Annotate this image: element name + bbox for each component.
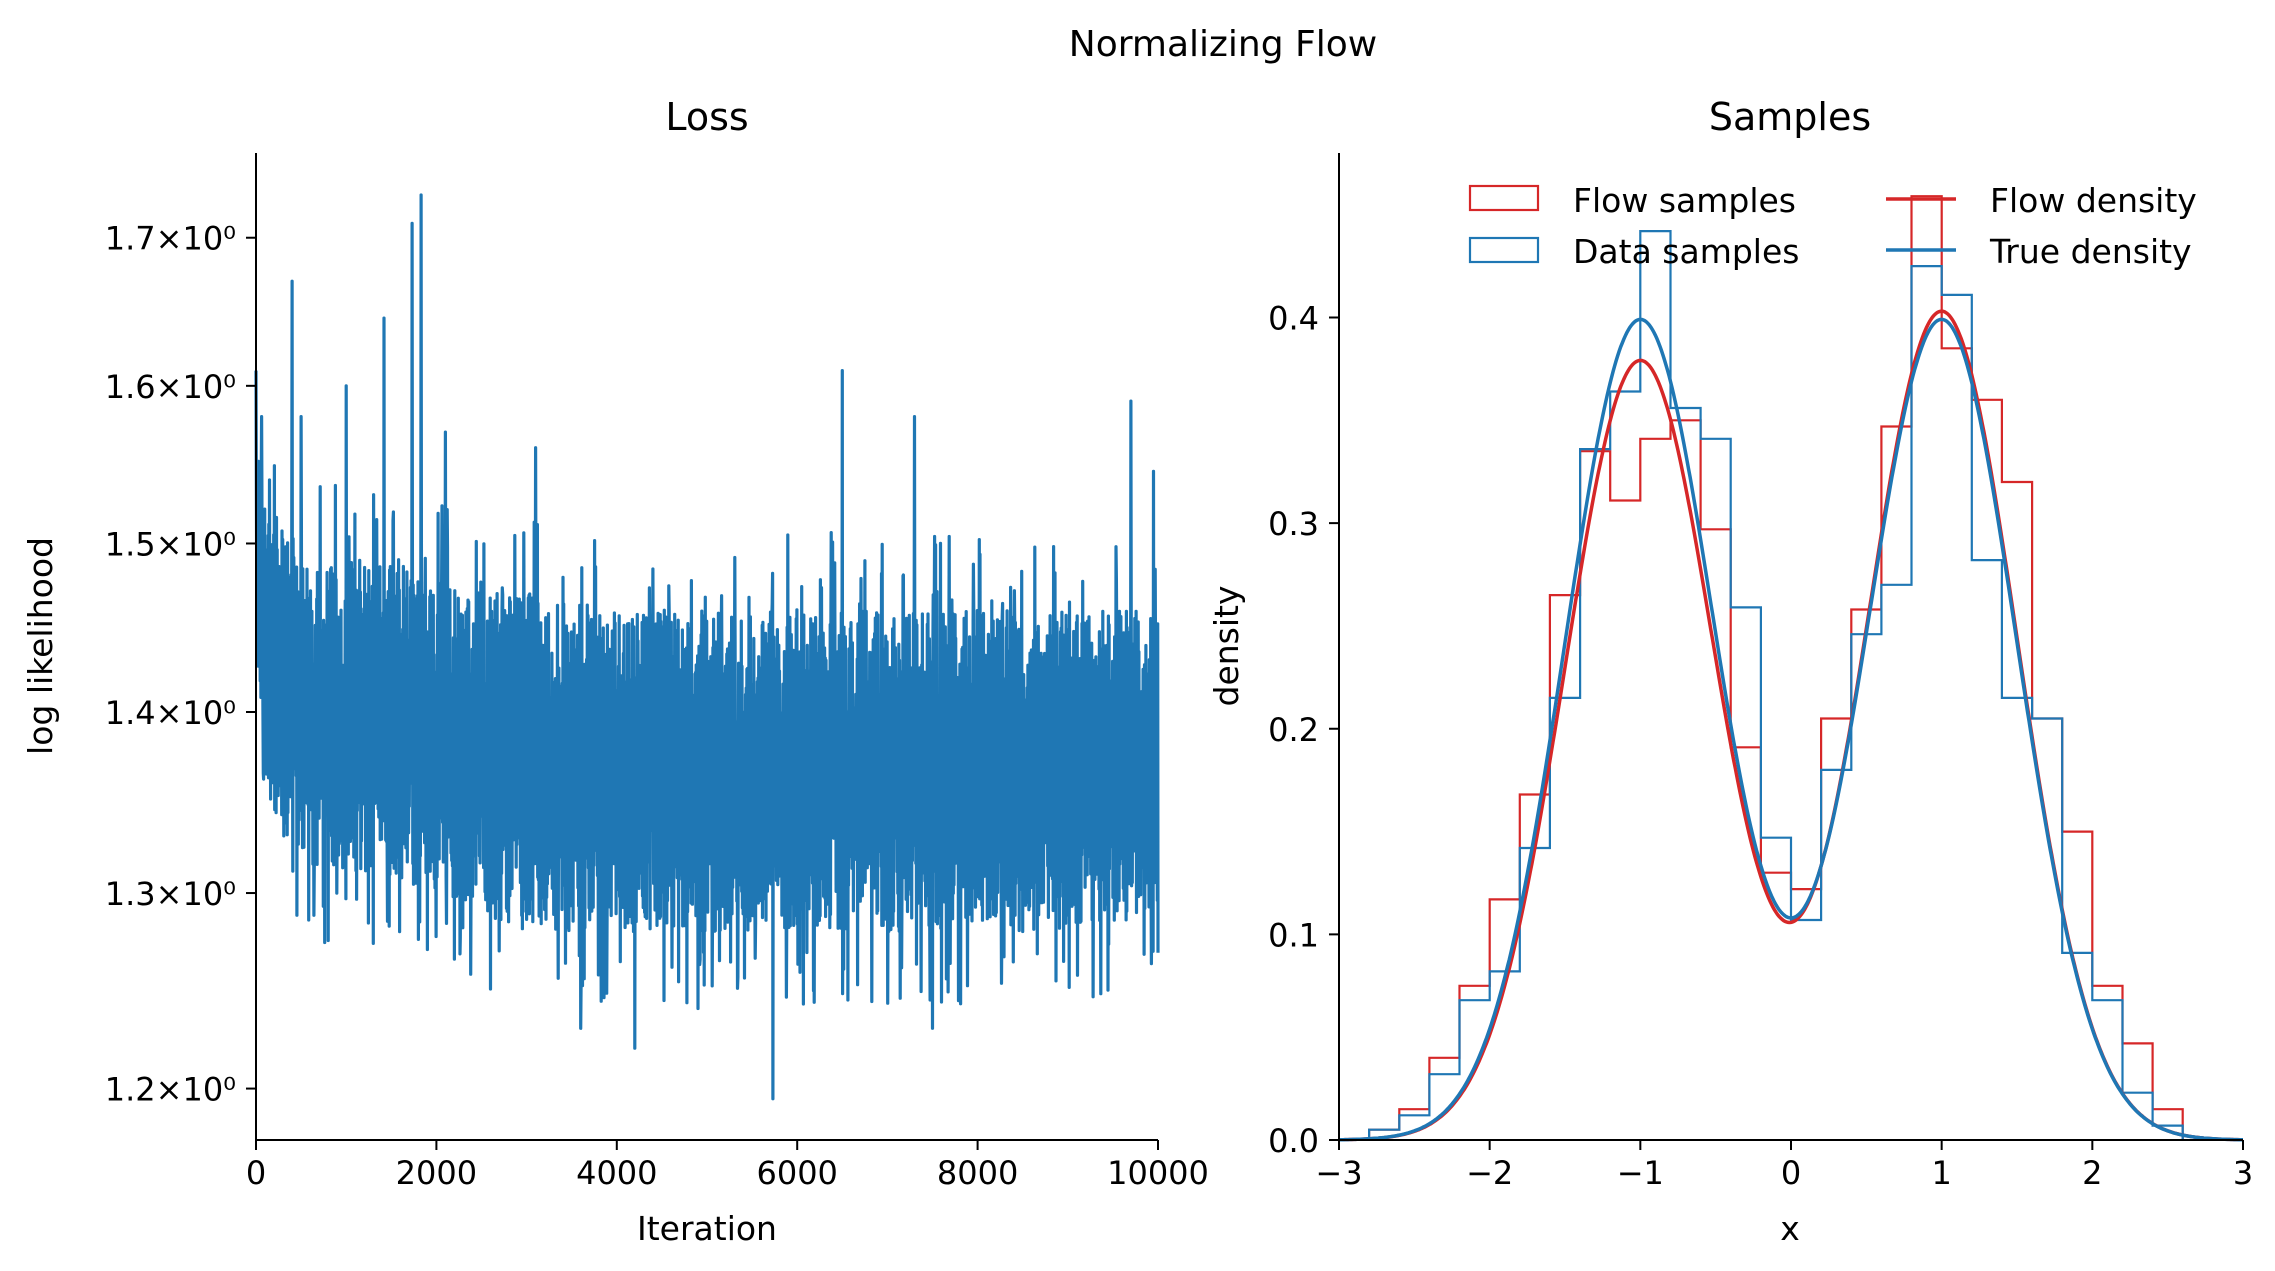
samples-x-tick-label: 0: [1781, 1154, 1801, 1192]
loss-x-tick-label: 2000: [396, 1154, 477, 1192]
samples-x-tick-label: 3: [2233, 1154, 2253, 1192]
loss-y-ticks: 1.2×10⁰ 1.3×10⁰ 1.4×10⁰ 1.5×10⁰ 1.6×10⁰ 1.7×1…: [105, 220, 256, 1109]
samples-plot-area: [1339, 195, 2243, 1142]
samples-x-tick-label: 2: [2082, 1154, 2102, 1192]
loss-x-tick-label: 8000: [937, 1154, 1018, 1192]
curve-true-density: [1339, 317, 2243, 1142]
samples-x-tick-label: 1: [1931, 1154, 1951, 1192]
loss-y-tick-label: 1.6×10⁰: [105, 368, 236, 406]
loss-y-tick-label: 1.3×10⁰: [105, 875, 236, 913]
loss-x-tick-label: 6000: [756, 1154, 837, 1192]
hist-data-samples: [1368, 230, 2184, 1140]
samples-y-tick-label: 0.2: [1268, 711, 1319, 749]
loss-panel: Loss 0 2000 4000 6000 8000 10000 1.2×10⁰ 1.3×1…: [21, 95, 1209, 1248]
hist-flow-samples: [1368, 195, 2184, 1140]
legend-swatch-flow-samples: [1468, 184, 1540, 212]
loss-x-ticks: 0 2000 4000 6000 8000 10000: [246, 1140, 1209, 1192]
samples-y-ticks: 0.0 0.1 0.2 0.3 0.4: [1268, 300, 1339, 1160]
curve-flow-density: [1339, 309, 2243, 1142]
samples-y-tick-label: 0.3: [1268, 505, 1319, 543]
loss-x-tick-label: 0: [246, 1154, 266, 1192]
figure-title: Normalizing Flow: [1069, 24, 1377, 65]
loss-y-tick-label: 1.5×10⁰: [105, 525, 236, 563]
loss-plot-area: [254, 193, 1160, 1101]
legend: Flow samples Data samples Flow density T…: [1468, 181, 2197, 271]
samples-x-ticks: −3 −2 −1 0 1 2 3: [1315, 1140, 2253, 1192]
loss-y-label: log likelihood: [21, 537, 60, 755]
samples-y-label: density: [1207, 586, 1246, 707]
loss-title: Loss: [665, 95, 748, 139]
loss-y-tick-label: 1.4×10⁰: [105, 694, 236, 732]
samples-y-tick-label: 0.1: [1268, 916, 1319, 954]
samples-y-tick-label: 0.0: [1268, 1122, 1319, 1160]
loss-x-tick-label: 4000: [576, 1154, 657, 1192]
loss-x-label: Iteration: [637, 1209, 777, 1248]
samples-x-tick-label: −1: [1617, 1154, 1664, 1192]
samples-x-label: x: [1780, 1209, 1800, 1248]
legend-label-data-samples: Data samples: [1573, 232, 1799, 271]
loss-x-tick-label: 10000: [1107, 1154, 1209, 1192]
samples-title: Samples: [1709, 95, 1871, 139]
legend-label-true-density: True density: [1989, 232, 2192, 271]
samples-y-tick-label: 0.4: [1268, 300, 1319, 338]
samples-panel: Samples −3 −2 −1 0 1 2 3 0.0 0.1 0.2 0.3 0.4 x den…: [1207, 95, 2253, 1248]
loss-series-line: [254, 193, 1160, 1101]
legend-swatch-data-samples: [1468, 236, 1540, 264]
samples-x-tick-label: −3: [1315, 1154, 1362, 1192]
legend-label-flow-samples: Flow samples: [1573, 181, 1796, 220]
legend-label-flow-density: Flow density: [1990, 181, 2197, 220]
samples-x-tick-label: −2: [1466, 1154, 1513, 1192]
loss-y-tick-label: 1.2×10⁰: [105, 1071, 236, 1109]
loss-y-tick-label: 1.7×10⁰: [105, 220, 236, 258]
